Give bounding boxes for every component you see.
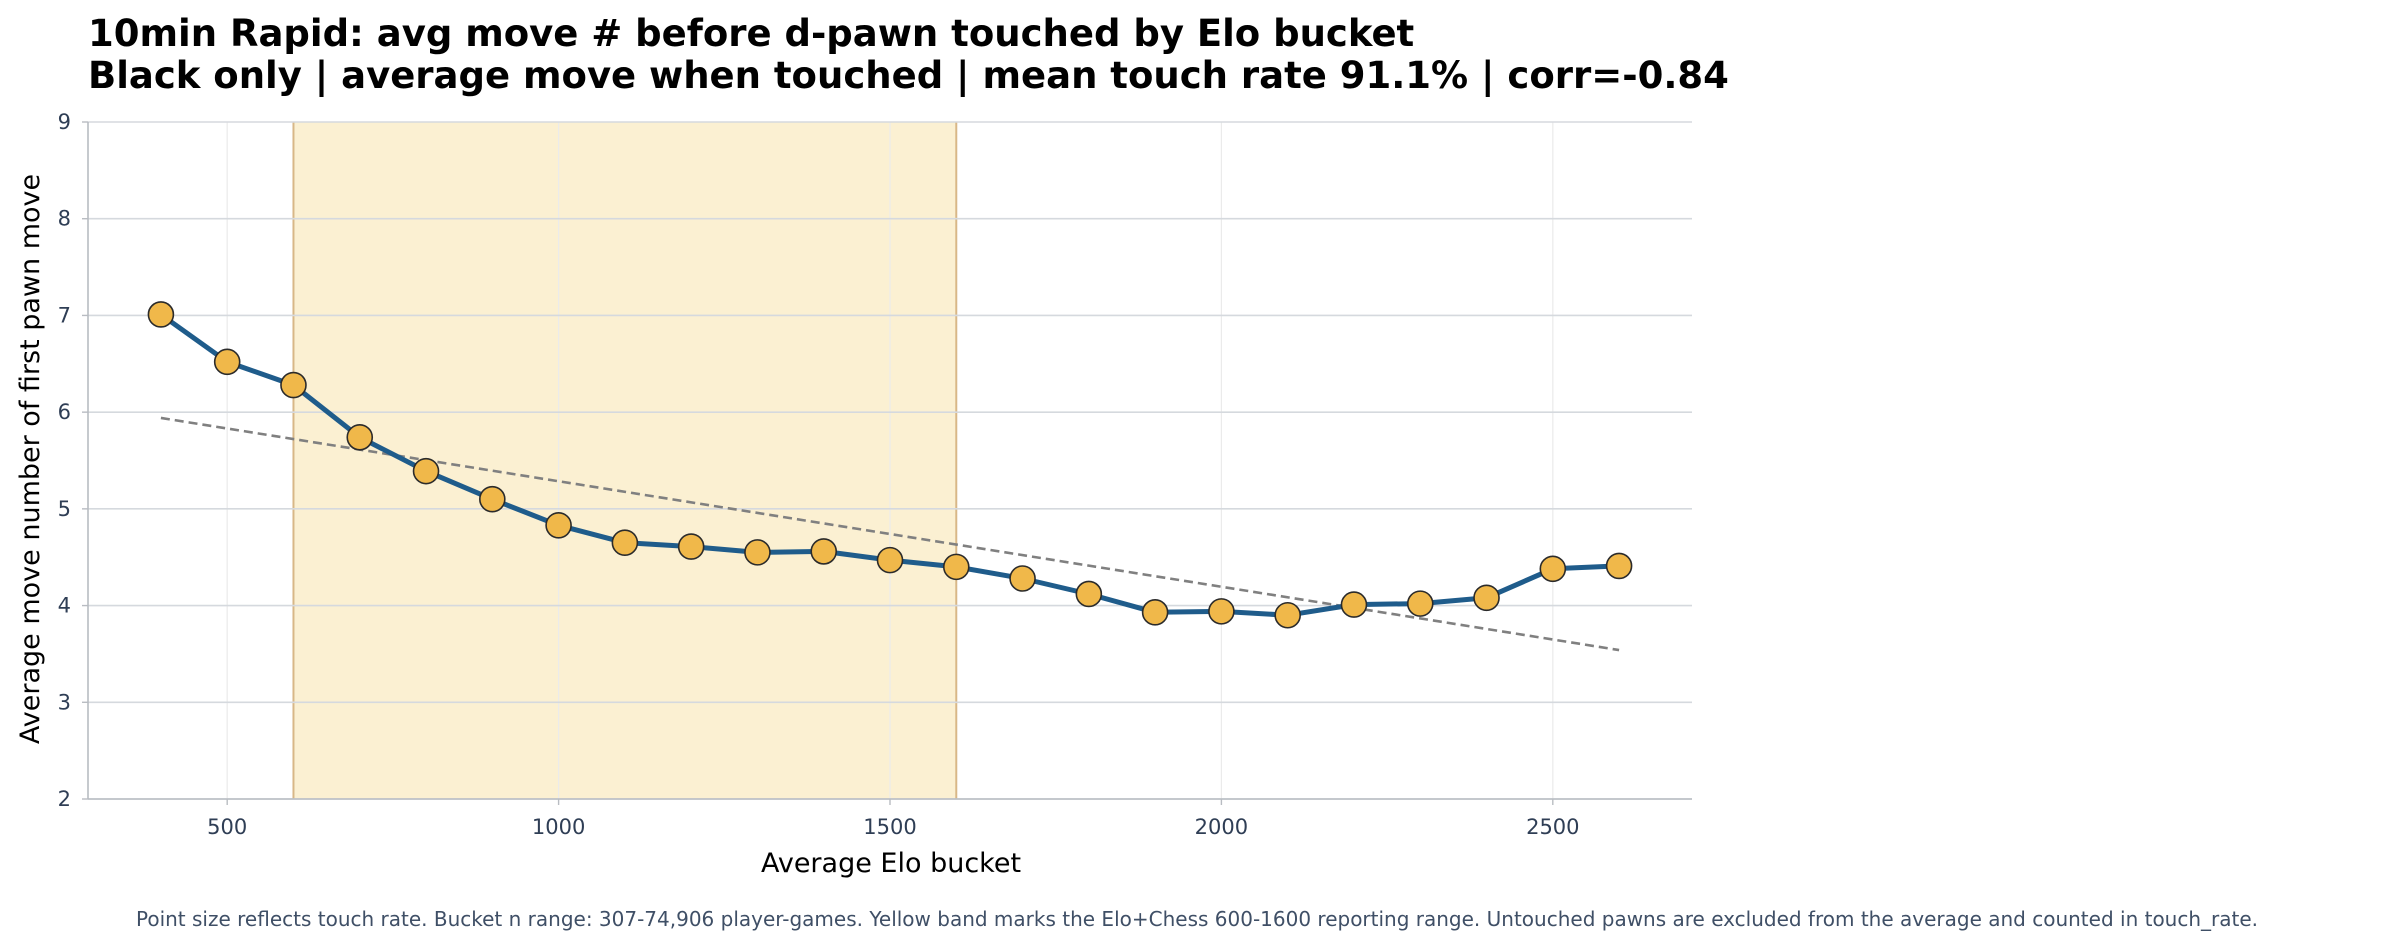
x-tick-label: 500 — [207, 815, 247, 839]
axes-layer — [82, 121, 1692, 805]
x-tick-label: 1000 — [532, 815, 585, 839]
data-point — [1274, 601, 1301, 629]
data-point — [346, 423, 374, 451]
footnote: Point size reflects touch rate. Bucket n… — [136, 907, 2258, 931]
x-axis-label: Average Elo bucket — [761, 848, 1021, 879]
data-point — [1340, 591, 1368, 618]
highlight-band — [293, 122, 957, 799]
data-point — [147, 301, 175, 328]
y-tick-label: 8 — [58, 207, 71, 231]
data-point — [1075, 580, 1103, 608]
chart-subtitle: Black only | average move when touched |… — [88, 54, 1729, 97]
trendline — [160, 416, 1620, 652]
data-point — [810, 538, 838, 565]
y-tick-label: 7 — [58, 303, 71, 327]
y-axis-label: Average move number of first pawn move — [15, 174, 46, 744]
trendline-layer — [160, 416, 1620, 652]
data-point — [479, 485, 506, 513]
data-point — [1141, 599, 1169, 626]
data-point — [545, 511, 572, 539]
data-point — [213, 348, 241, 376]
chart-title: 10min Rapid: avg move # before d-pawn to… — [88, 12, 1414, 55]
highlight-band-layer — [292, 122, 958, 799]
data-point — [1605, 552, 1633, 580]
data-point — [611, 529, 639, 557]
y-tick-label: 4 — [58, 594, 71, 618]
y-tick-label: 5 — [58, 497, 71, 521]
x-tick-label: 2500 — [1526, 815, 1579, 839]
y-tick-label: 6 — [58, 400, 71, 424]
data-point — [744, 539, 771, 566]
data-point — [942, 553, 970, 581]
data-point — [1539, 555, 1567, 583]
data-point — [412, 457, 440, 485]
y-tick-label: 2 — [58, 787, 71, 811]
y-tick-label: 3 — [58, 690, 71, 714]
data-point — [876, 546, 904, 574]
data-point — [280, 371, 307, 399]
tick-labels-layer: 500 1000 1500 2000 2500 2 3 4 5 6 7 8 9 — [58, 110, 1580, 839]
data-point — [677, 533, 705, 560]
y-tick-label: 9 — [58, 110, 71, 134]
data-point — [1009, 565, 1036, 592]
x-tick-label: 2000 — [1195, 815, 1248, 839]
x-tick-label: 1500 — [863, 815, 916, 839]
series-layer — [147, 301, 1633, 629]
data-point — [1473, 584, 1500, 612]
data-point — [1406, 590, 1434, 617]
data-point — [1208, 598, 1235, 625]
